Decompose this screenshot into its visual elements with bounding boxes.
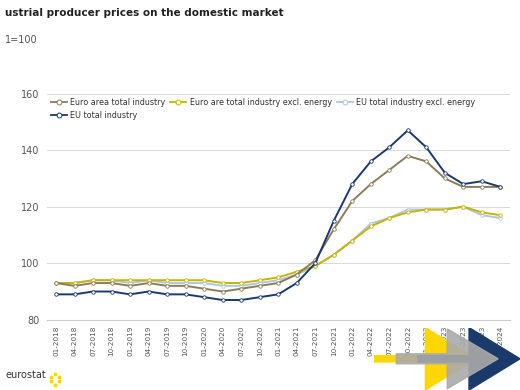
Polygon shape <box>418 328 520 390</box>
Text: 1=100: 1=100 <box>5 35 38 45</box>
Text: ustrial producer prices on the domestic market: ustrial producer prices on the domestic … <box>5 8 284 18</box>
Polygon shape <box>374 328 476 390</box>
Polygon shape <box>396 329 498 389</box>
Text: eurostat: eurostat <box>5 370 46 380</box>
Legend: Euro area total industry, EU total industry, Euro are total industry excl. energ: Euro area total industry, EU total indus… <box>51 98 475 120</box>
